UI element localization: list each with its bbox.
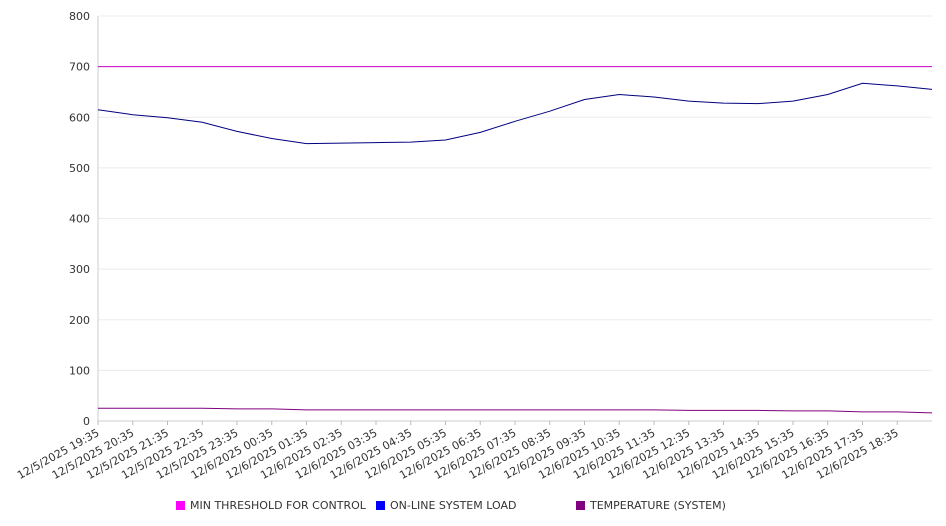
y-tick-label: 800 (69, 10, 90, 23)
legend: MIN THRESHOLD FOR CONTROL ON-LINE SYSTEM … (176, 499, 726, 512)
legend-swatch (576, 501, 585, 510)
y-tick-label: 400 (69, 213, 90, 226)
y-axis: 0 100 200 300 400 500 600 700 800 (69, 10, 99, 428)
y-tick-label: 600 (69, 111, 90, 124)
y-tick-label: 500 (69, 162, 90, 175)
legend-swatch (376, 501, 385, 510)
series-lines (97, 66, 933, 414)
legend-label: MIN THRESHOLD FOR CONTROL (190, 499, 367, 512)
series-line-2 (98, 407, 933, 414)
y-tick-label: 300 (69, 263, 90, 276)
legend-swatch (176, 501, 185, 510)
grid-lines (98, 15, 932, 422)
y-tick-label: 0 (83, 415, 90, 428)
legend-label: TEMPERATURE (SYSTEM) (589, 499, 726, 512)
legend-label: ON-LINE SYSTEM LOAD (390, 499, 516, 512)
y-tick-label: 700 (69, 61, 90, 74)
y-tick-label: 100 (69, 364, 90, 377)
y-tick-label: 200 (69, 314, 90, 327)
series-line-1 (97, 82, 933, 145)
